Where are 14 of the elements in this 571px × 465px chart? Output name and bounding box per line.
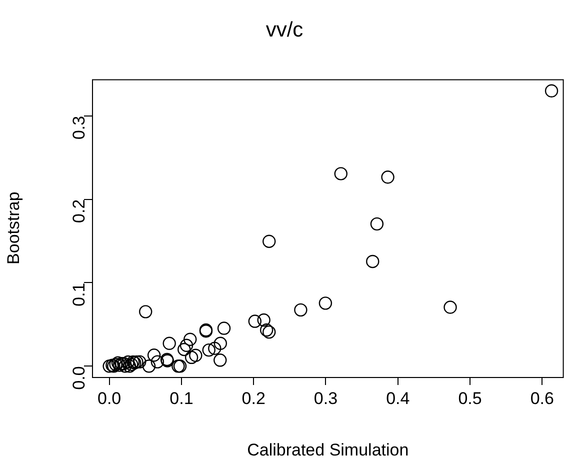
x-axis-title: Calibrated Simulation [247,440,409,460]
x-tick-label: 0.5 [458,388,482,408]
x-tick-label: 0.3 [314,388,338,408]
x-tick-label: 0.0 [97,388,122,408]
x-tick-label: 0.4 [386,388,410,408]
y-tick-label: 0.3 [70,116,89,140]
y-tick-label: 0.1 [70,282,89,306]
y-tick-label: 0.0 [70,366,89,390]
y-tick-label: 0.2 [70,199,89,223]
x-tick-label: 0.6 [530,388,554,408]
chart-title: vv/c [266,18,304,42]
x-tick-label: 0.2 [242,388,266,408]
x-tick-label: 0.1 [170,388,194,408]
y-axis-title: Bootstrap [4,192,23,264]
